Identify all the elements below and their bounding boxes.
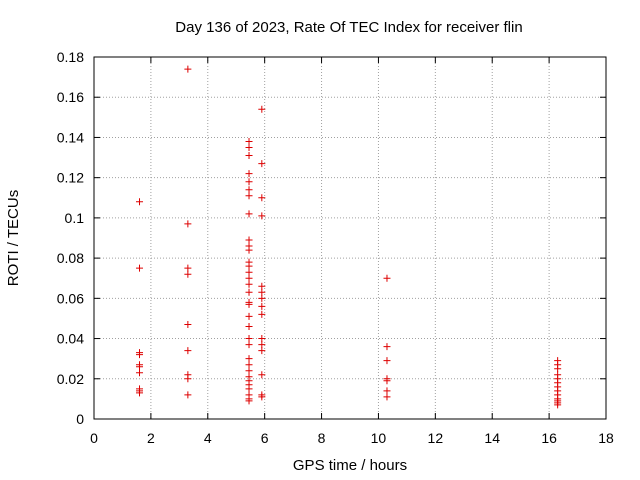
data-point-marker: [136, 389, 144, 397]
data-point-marker: [245, 210, 253, 218]
data-point-marker: [245, 300, 253, 308]
data-point-marker: [184, 264, 192, 272]
data-point-marker: [245, 335, 253, 343]
data-point-marker: [245, 385, 253, 393]
data-point-marker: [258, 302, 266, 310]
data-point-marker: [136, 369, 144, 377]
data-point-marker: [245, 322, 253, 330]
data-point-marker: [245, 361, 253, 369]
data-point-marker: [245, 312, 253, 320]
data-point-marker: [136, 363, 144, 371]
data-point-marker: [258, 212, 266, 220]
data-point-marker: [245, 144, 253, 151]
data-point-marker: [245, 170, 253, 178]
x-axis-ticks: 0 2 4 6 8 10 12 14 16 18: [90, 57, 614, 446]
data-point-marker: [184, 391, 192, 399]
data-point-marker: [258, 194, 266, 202]
data-point-marker: [258, 310, 266, 318]
data-point-marker: [245, 137, 253, 145]
x-tick-label: 10: [371, 430, 387, 446]
x-tick-label: 6: [261, 430, 269, 446]
y-tick-label: 0.1: [65, 210, 85, 226]
data-point-marker: [245, 341, 253, 349]
data-point-marker: [383, 357, 391, 365]
data-point-marker: [258, 294, 266, 302]
data-point-marker: [245, 288, 253, 296]
data-point-marker: [245, 236, 253, 244]
data-point-marker: [383, 377, 391, 385]
x-axis-label: GPS time / hours: [293, 457, 407, 474]
data-point-marker: [383, 274, 391, 282]
y-tick-label: 0.04: [57, 331, 84, 347]
data-point-marker: [184, 270, 192, 278]
grid-lines: [94, 57, 606, 419]
y-tick-label: 0.14: [57, 129, 84, 145]
data-point-marker: [258, 393, 266, 401]
data-point-marker: [383, 343, 391, 351]
data-point-marker: [136, 264, 144, 272]
data-point-marker: [245, 152, 253, 160]
y-axis-label: ROTI / TECUs: [5, 190, 22, 286]
data-point-marker: [554, 365, 562, 373]
x-tick-label: 18: [598, 430, 614, 446]
data-point-marker: [184, 220, 192, 228]
data-point-marker: [184, 320, 192, 328]
data-point-marker: [245, 192, 253, 200]
data-point-marker: [258, 335, 266, 343]
data-point-marker: [245, 262, 253, 270]
data-point-marker: [258, 341, 266, 349]
y-tick-label: 0.12: [57, 170, 84, 186]
data-point-marker: [245, 186, 253, 194]
data-point-marker: [184, 347, 192, 355]
y-tick-label: 0.06: [57, 290, 84, 306]
data-point-marker: [258, 288, 266, 296]
data-point-marker: [136, 198, 144, 206]
x-tick-label: 14: [484, 430, 500, 446]
data-point-marker: [554, 401, 562, 409]
x-tick-label: 2: [147, 430, 155, 446]
data-point-marker: [245, 274, 253, 282]
data-point-marker: [184, 375, 192, 383]
data-point-marker: [136, 351, 144, 359]
data-point-marker: [184, 65, 192, 73]
x-tick-label: 4: [204, 430, 212, 446]
data-point-marker: [245, 367, 253, 375]
data-point-marker: [245, 280, 253, 288]
data-point-marker: [383, 387, 391, 395]
data-point-marker: [258, 282, 266, 290]
data-point-marker: [258, 371, 266, 379]
y-tick-label: 0.08: [57, 250, 84, 266]
x-tick-label: 8: [318, 430, 326, 446]
x-tick-label: 0: [90, 430, 98, 446]
data-point-marker: [258, 347, 266, 355]
y-tick-label: 0.16: [57, 89, 84, 105]
chart-title: Day 136 of 2023, Rate Of TEC Index for r…: [175, 19, 522, 36]
data-point-marker: [245, 246, 253, 254]
x-tick-label: 16: [541, 430, 557, 446]
data-point-marker: [245, 178, 253, 186]
y-tick-label: 0.18: [57, 49, 84, 65]
plot-area-border: [93, 56, 607, 420]
y-tick-label: 0.02: [57, 371, 84, 387]
x-tick-label: 12: [428, 430, 444, 446]
data-point-marker: [258, 105, 266, 113]
y-tick-label: 0: [76, 411, 84, 427]
data-point-marker: [383, 393, 391, 401]
data-point-marker: [245, 397, 253, 405]
data-point-marker: [245, 268, 253, 276]
data-point-marker: [258, 160, 266, 168]
y-axis-ticks: 0 0.02 0.04 0.06 0.08 0.1 0.12 0.14 0.16 0.18: [57, 49, 606, 427]
data-point-marker: [245, 355, 253, 363]
data-points: [136, 65, 562, 409]
